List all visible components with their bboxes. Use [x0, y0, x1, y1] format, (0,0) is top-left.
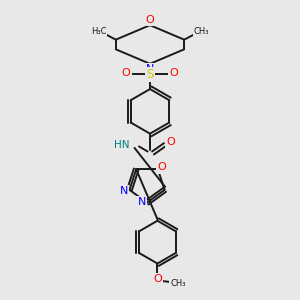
Text: N: N — [146, 64, 154, 74]
Text: H₃C: H₃C — [91, 27, 106, 36]
Text: O: O — [146, 15, 154, 25]
Text: N: N — [137, 197, 146, 207]
Text: O: O — [122, 68, 130, 78]
Text: CH₃: CH₃ — [194, 27, 209, 36]
Text: O: O — [169, 68, 178, 78]
Text: N: N — [120, 186, 128, 196]
Text: O: O — [166, 137, 175, 147]
Text: O: O — [157, 163, 166, 172]
Text: S: S — [146, 68, 154, 81]
Text: O: O — [153, 274, 162, 284]
Text: HN: HN — [114, 140, 129, 150]
Text: CH₃: CH₃ — [170, 279, 186, 288]
